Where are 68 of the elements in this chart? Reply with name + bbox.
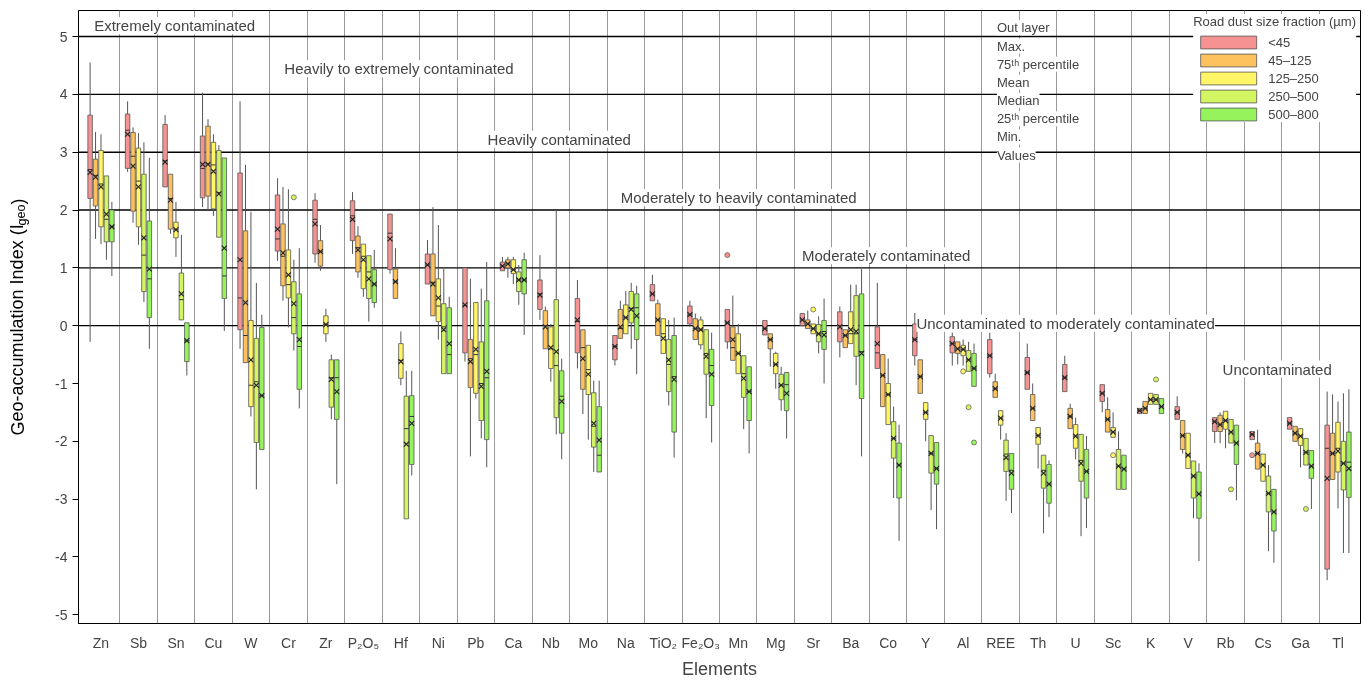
x-tick-label: Ba [842, 634, 860, 651]
annotation: Moderately to heavily contaminated [620, 188, 857, 206]
y-tick-label: 2 [59, 202, 68, 219]
legend-title: Road dust size fraction (µm) [1193, 14, 1356, 29]
legend-label: 250–500 [1268, 88, 1319, 104]
annotation: Uncontaminated to moderately contaminated [916, 314, 1215, 332]
y-tick-label: -5 [55, 606, 68, 623]
x-tick-label: Nb [541, 634, 560, 651]
x-tick-label: Co [879, 634, 898, 651]
annotation: Heavily to extremely contaminated [284, 60, 514, 78]
x-tick-label: Ni [431, 634, 445, 651]
x-tick-label: Mg [766, 634, 786, 651]
x-tick-label: K [1145, 634, 1156, 651]
x-tick-label: Th [1029, 634, 1047, 651]
annotation: Min. [996, 129, 1022, 145]
legend-label: 45–125 [1268, 52, 1312, 68]
legend-label: <45 [1268, 34, 1291, 50]
x-tick-label: Y [921, 634, 931, 651]
y-tick-label: 4 [59, 86, 68, 103]
annotation: Max. [996, 38, 1026, 54]
x-tick-label: P₂O₅ [347, 634, 380, 651]
x-tick-label: Mo [578, 634, 599, 651]
y-tick-label: -2 [55, 433, 68, 450]
annotation: Out layer [996, 20, 1051, 36]
annotation: Extremely contaminated [94, 17, 256, 35]
annotation: Moderately contaminated [801, 247, 971, 265]
y-tick-label: 3 [59, 144, 68, 161]
x-tick-label: Pb [467, 634, 485, 651]
annotation: 75ᵗʰ percentile [996, 56, 1080, 72]
annotation: Heavily contaminated [487, 130, 631, 148]
x-tick-label: TiO₂ [649, 634, 678, 651]
x-tick-label: Mn [728, 634, 748, 651]
x-tick-label: Cu [204, 634, 223, 651]
x-tick-label: V [1183, 634, 1194, 651]
x-tick-label: Sr [806, 634, 821, 651]
x-tick-label: Cr [281, 634, 297, 651]
annotation: Mean [996, 74, 1030, 90]
y-tick-label: -1 [55, 375, 68, 392]
annotation: 25ᵗʰ percentile [996, 111, 1080, 127]
annotation: Uncontaminated [1222, 360, 1332, 378]
x-tick-label: Na [616, 634, 635, 651]
x-tick-label: Cs [1254, 634, 1272, 651]
y-tick-label: 5 [59, 28, 68, 45]
x-tick-label: Rb [1216, 634, 1235, 651]
y-tick-label: -4 [55, 549, 68, 565]
x-tick-label: Al [956, 634, 970, 651]
x-tick-label: REE [986, 634, 1016, 651]
x-tick-label: Hf [393, 634, 408, 651]
y-tick-label: 0 [59, 317, 68, 334]
x-tick-label: W [244, 634, 259, 651]
y-axis-title: Geo-accumulation Index (Igeo) [7, 198, 29, 436]
x-tick-label: Tl [1332, 634, 1344, 651]
x-tick-label: Zr [319, 634, 333, 651]
annotation: Values [996, 147, 1037, 163]
x-tick-label: Sn [167, 634, 185, 651]
x-tick-label: Ga [1291, 634, 1311, 651]
legend-label: 500–800 [1268, 106, 1319, 122]
y-tick-label: -3 [55, 491, 68, 508]
x-tick-label: Fe₂O₃ [681, 634, 720, 651]
x-tick-label: U [1070, 634, 1081, 651]
x-tick-label: Sc [1104, 634, 1122, 651]
x-tick-label: Ca [504, 634, 523, 651]
legend-label: 125–250 [1268, 70, 1319, 86]
x-tick-label: Sb [129, 634, 148, 651]
x-tick-label: Zn [92, 634, 110, 651]
annotation: Median [996, 93, 1040, 109]
x-axis-title: Elements [681, 658, 758, 679]
y-tick-label: 1 [59, 259, 68, 276]
